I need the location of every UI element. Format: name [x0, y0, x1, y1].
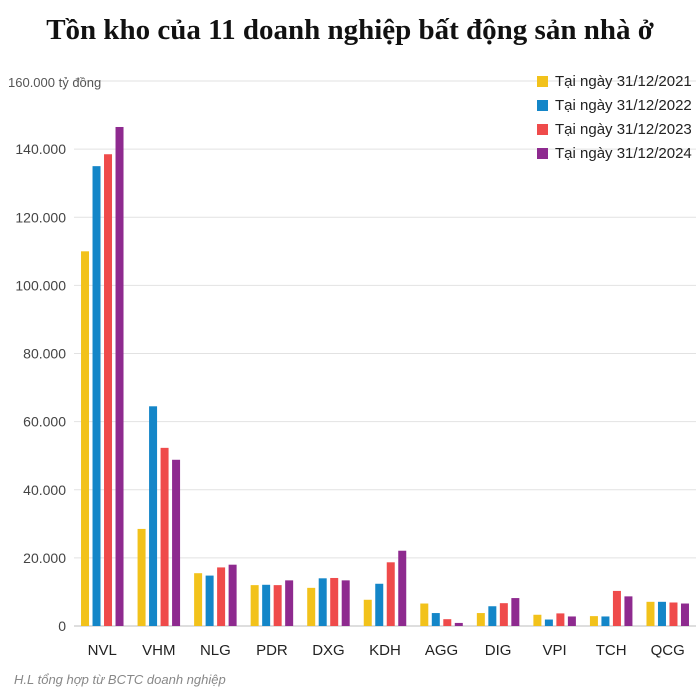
bar-kdh-1	[363, 599, 372, 626]
bars	[81, 126, 689, 626]
x-axis-categories: NVL VHM NLG PDR DXG KDH AGG DIG VPI TCH QCG	[88, 642, 685, 659]
bar-pdr-2	[262, 584, 271, 626]
x-category-label: NLG	[200, 642, 231, 659]
bar-tch-1	[589, 616, 598, 626]
bar-qcg-1	[646, 601, 655, 626]
bar-kdh-3	[386, 562, 395, 626]
bar-nlg-3	[217, 567, 226, 626]
bar-pdr-1	[250, 585, 259, 626]
bar-dxg-2	[318, 578, 327, 626]
chart-title: Tồn kho của 11 doanh nghiệp bất động sản…	[46, 14, 654, 46]
y-tick-label: 80.000	[23, 346, 66, 362]
bar-vpi-3	[556, 613, 565, 626]
legend-label: Tại ngày 31/12/2024	[555, 145, 692, 162]
source-note: H.L tổng hợp từ BCTC doanh nghiệp	[14, 672, 226, 687]
x-category-label: KDH	[369, 642, 401, 659]
x-category-label: PDR	[256, 642, 288, 659]
bar-vpi-1	[533, 614, 542, 626]
legend-swatch	[537, 100, 548, 111]
y-tick-label: 20.000	[23, 550, 66, 566]
legend-label: Tại ngày 31/12/2021	[555, 73, 692, 90]
bar-tch-2	[601, 616, 610, 626]
legend-swatch	[537, 76, 548, 87]
y-tick-label: 40.000	[23, 482, 66, 498]
bar-dig-4	[511, 598, 520, 626]
bar-pdr-4	[285, 580, 294, 626]
bar-pdr-3	[273, 585, 282, 626]
bar-dxg-4	[341, 580, 350, 626]
bar-vhm-2	[149, 406, 158, 626]
bar-vpi-4	[567, 616, 576, 626]
bar-agg-2	[431, 613, 440, 626]
bar-nlg-2	[205, 575, 214, 626]
bar-nlg-1	[194, 573, 203, 626]
bar-dxg-1	[307, 587, 316, 626]
x-category-label: QCG	[651, 642, 685, 659]
bar-vhm-4	[172, 459, 181, 626]
y-tick-label: 120.000	[15, 209, 66, 225]
bar-nvl-4	[115, 126, 124, 626]
bar-vpi-2	[544, 619, 553, 626]
bar-qcg-3	[669, 602, 678, 626]
legend-label: Tại ngày 31/12/2023	[555, 121, 692, 138]
bar-vhm-3	[160, 447, 169, 626]
legend-swatch	[537, 124, 548, 135]
x-category-label: VHM	[142, 642, 175, 659]
legend: Tại ngày 31/12/2021 Tại ngày 31/12/2022 Tạ…	[537, 73, 692, 162]
y-axis-unit-label: 160.000 tỷ đồng	[8, 75, 101, 90]
bar-agg-3	[443, 619, 452, 626]
bar-qcg-4	[680, 603, 689, 626]
bar-tch-3	[612, 590, 621, 626]
y-axis-ticks: 0 20.000 40.000 60.000 80.000 100.000 120.000 1…	[15, 141, 66, 634]
bar-dig-3	[499, 603, 508, 626]
bar-kdh-2	[375, 583, 384, 626]
y-tick-label: 60.000	[23, 414, 66, 430]
x-category-label: AGG	[425, 642, 458, 659]
bar-tch-4	[624, 596, 633, 626]
x-category-label: DIG	[485, 642, 512, 659]
bar-dxg-3	[330, 577, 339, 626]
x-category-label: DXG	[312, 642, 345, 659]
bar-nvl-2	[92, 166, 101, 626]
y-tick-label: 100.000	[15, 277, 66, 293]
y-tick-label: 140.000	[15, 141, 66, 157]
bar-vhm-1	[137, 528, 146, 626]
x-category-label: VPI	[543, 642, 567, 659]
bar-nvl-3	[104, 154, 113, 626]
y-tick-label: 0	[58, 618, 66, 634]
bar-dig-2	[488, 606, 497, 626]
x-category-label: TCH	[596, 642, 627, 659]
bar-nlg-4	[228, 564, 237, 626]
bar-agg-1	[420, 603, 429, 626]
bar-kdh-4	[398, 550, 407, 626]
legend-swatch	[537, 148, 548, 159]
x-category-label: NVL	[88, 642, 117, 659]
bar-nvl-1	[81, 251, 90, 626]
legend-label: Tại ngày 31/12/2022	[555, 97, 692, 114]
bar-agg-4	[454, 622, 463, 626]
bar-qcg-2	[657, 601, 666, 626]
bar-dig-1	[476, 613, 485, 626]
